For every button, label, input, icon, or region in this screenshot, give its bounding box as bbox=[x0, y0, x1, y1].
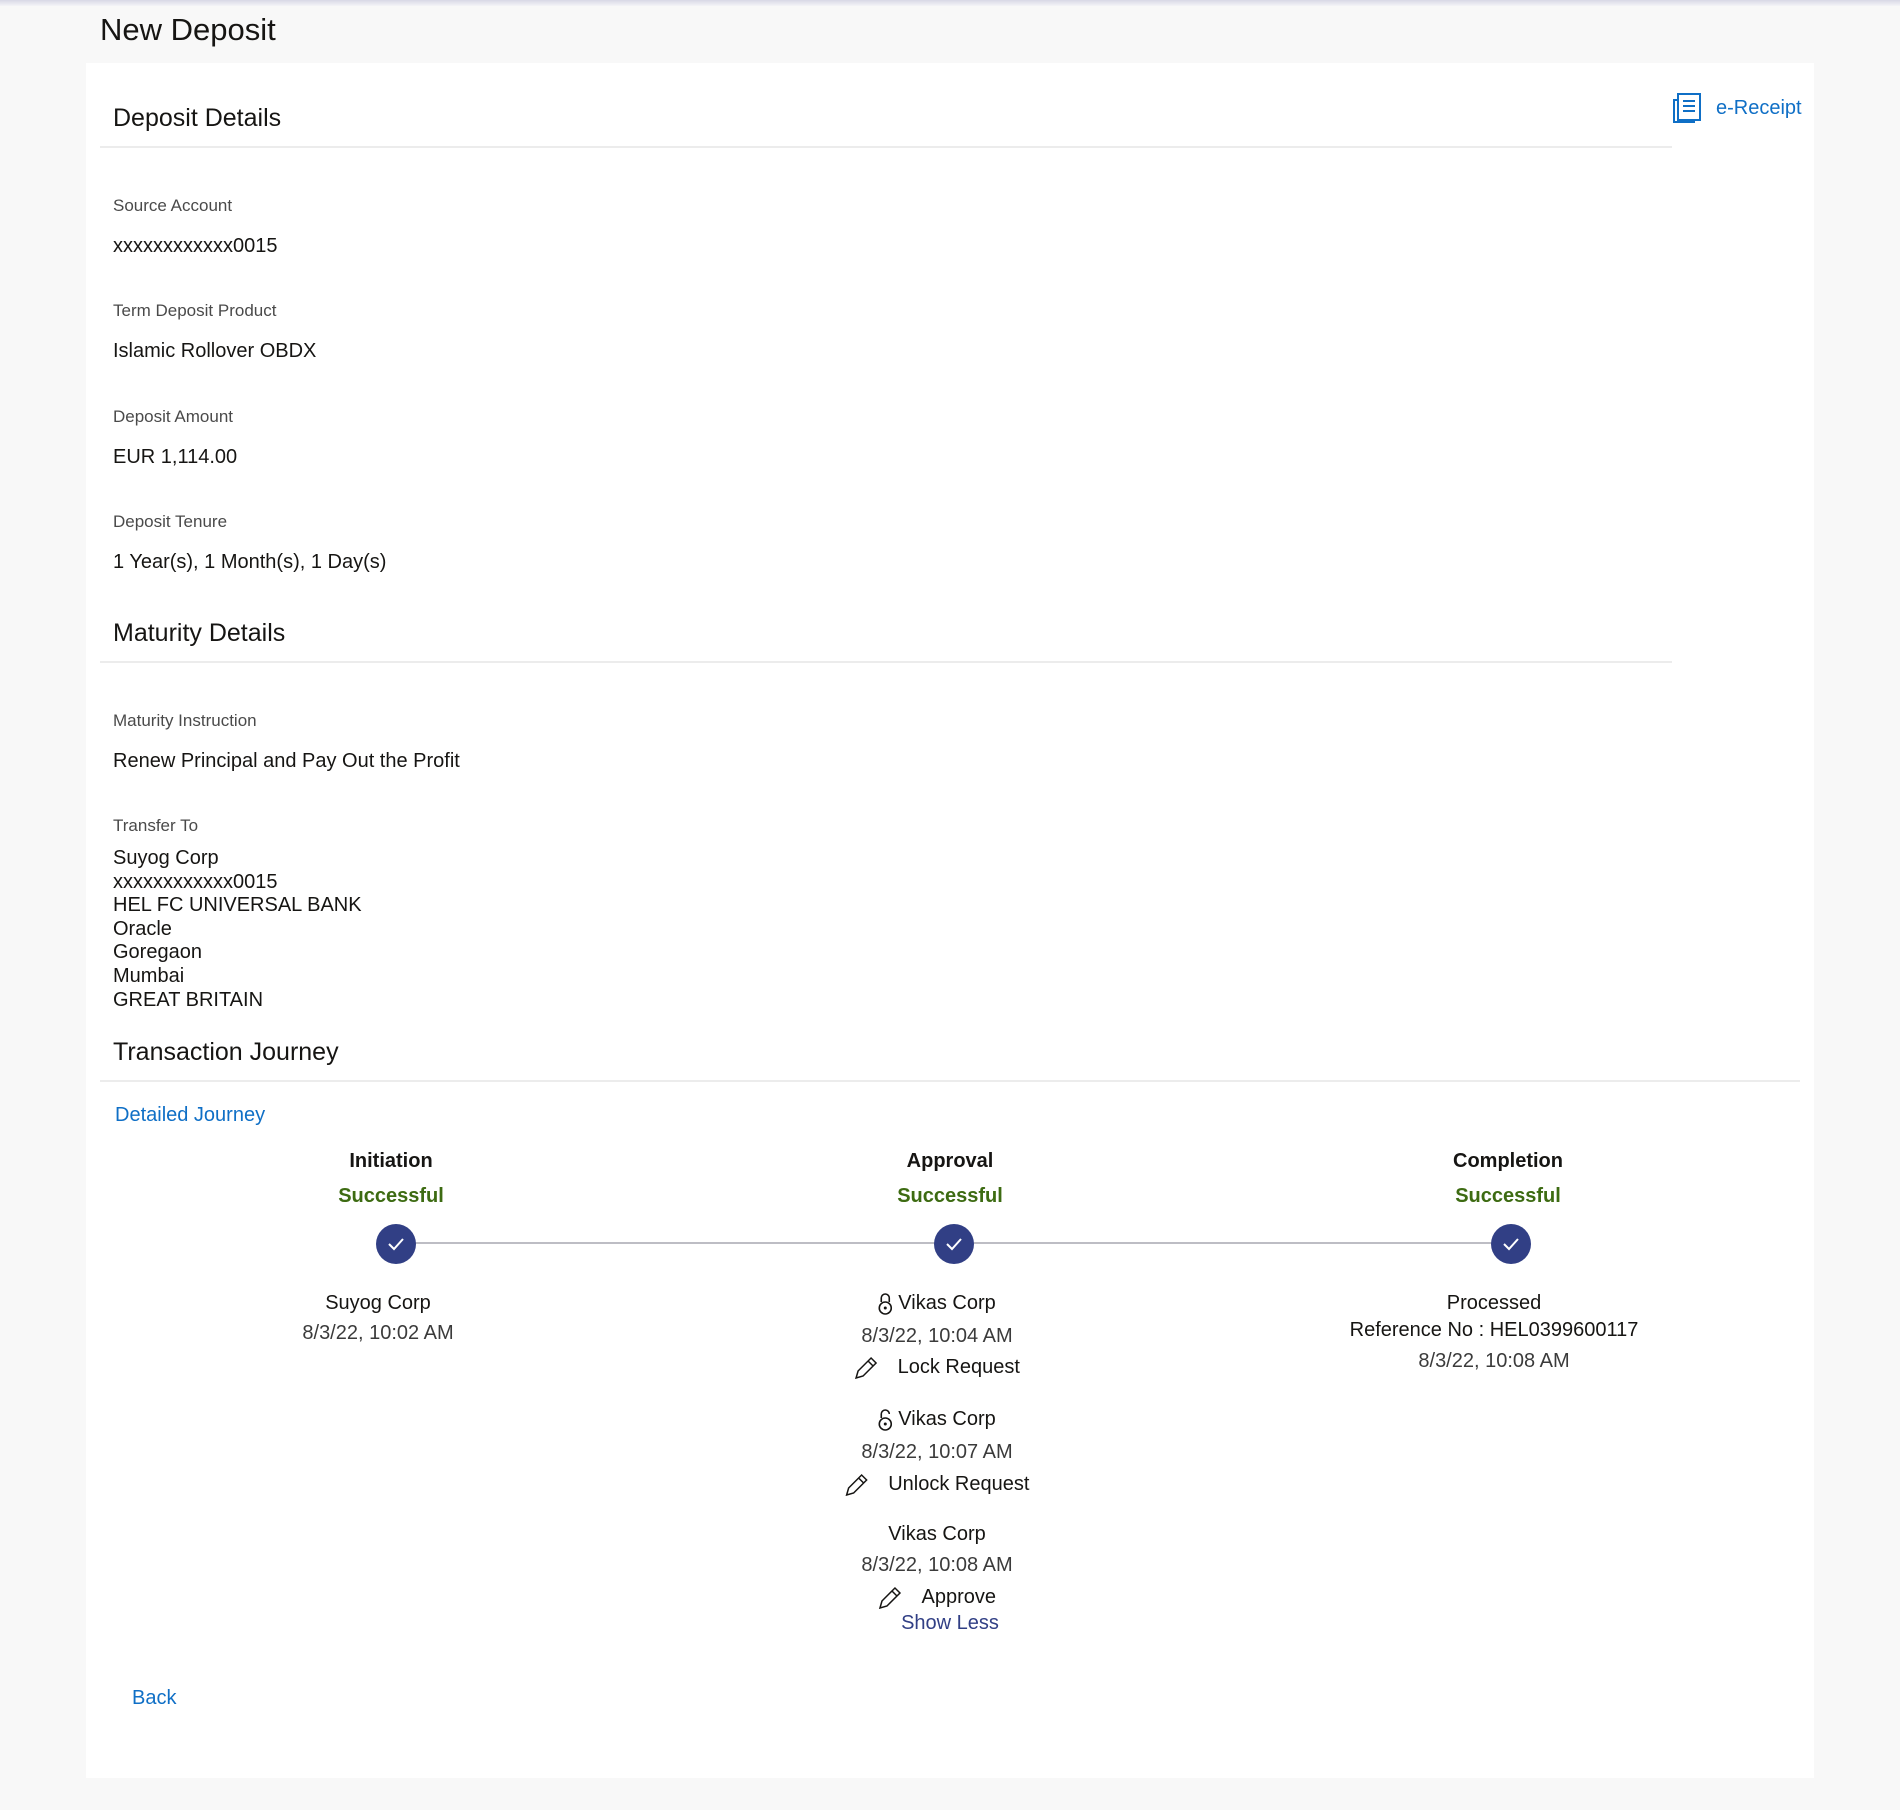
product-label: Term Deposit Product bbox=[113, 301, 277, 320]
transfer-line: Goregaon bbox=[113, 941, 202, 964]
completion-reference: Reference No : HEL0399600117 bbox=[1349, 1319, 1639, 1341]
approval-event-user: Vikas Corp bbox=[878, 1292, 996, 1315]
check-icon bbox=[1503, 1238, 1519, 1251]
transfer-line: Suyog Corp bbox=[113, 847, 219, 869]
approval-event-action: Approve bbox=[878, 1585, 996, 1609]
approval-event-action: Unlock Request bbox=[845, 1472, 1030, 1496]
action-label: Approve bbox=[921, 1585, 997, 1608]
approval-event-time: 8/3/22, 10:07 AM bbox=[861, 1441, 1013, 1463]
top-bar bbox=[0, 0, 1900, 6]
completion-time: 8/3/22, 10:08 AM bbox=[1418, 1350, 1570, 1372]
unlock-icon bbox=[878, 1408, 893, 1431]
step-approval-check bbox=[934, 1224, 974, 1264]
transfer-to-value: Suyog Corp xxxxxxxxxxxx0015 HEL FC UNIVE… bbox=[113, 847, 362, 1012]
step-completion-check bbox=[1491, 1224, 1531, 1264]
approval-event-user: Vikas Corp bbox=[878, 1408, 996, 1431]
tenure-label: Deposit Tenure bbox=[113, 512, 228, 531]
maturity-details-heading: Maturity Details bbox=[113, 619, 286, 647]
deposit-card bbox=[86, 63, 1814, 1778]
action-label: Unlock Request bbox=[888, 1472, 1030, 1495]
transaction-journey-heading: Transaction Journey bbox=[113, 1038, 339, 1066]
page-title: New Deposit bbox=[100, 12, 276, 47]
user-name: Vikas Corp bbox=[898, 1408, 996, 1430]
lock-icon bbox=[878, 1292, 893, 1315]
back-button[interactable]: Back bbox=[132, 1687, 177, 1709]
step-approval-title: Approval bbox=[906, 1150, 994, 1172]
step-initiation-title: Initiation bbox=[349, 1150, 433, 1172]
completion-result: Processed bbox=[1446, 1292, 1542, 1314]
amount-value: EUR 1,114.00 bbox=[113, 446, 238, 468]
step-initiation-status: Successful bbox=[338, 1185, 444, 1207]
pencil-icon bbox=[878, 1586, 902, 1609]
transfer-line: xxxxxxxxxxxx0015 bbox=[113, 870, 278, 893]
product-value: Islamic Rollover OBDX bbox=[113, 340, 317, 362]
initiation-time: 8/3/22, 10:02 AM bbox=[302, 1322, 454, 1344]
maturity-instruction-value: Renew Principal and Pay Out the Profit bbox=[113, 750, 460, 772]
transfer-line: Mumbai bbox=[113, 964, 185, 987]
detailed-journey-link[interactable]: Detailed Journey bbox=[115, 1104, 266, 1126]
approval-event-time: 8/3/22, 10:04 AM bbox=[861, 1325, 1013, 1347]
pencil-icon bbox=[845, 1473, 868, 1496]
approval-event-action: Lock Request bbox=[854, 1355, 1020, 1379]
approval-event-user: Vikas Corp bbox=[888, 1523, 986, 1545]
action-label: Lock Request bbox=[897, 1355, 1020, 1378]
maturity-instruction-label: Maturity Instruction bbox=[113, 711, 257, 730]
check-icon bbox=[946, 1238, 962, 1251]
initiation-user: Suyog Corp bbox=[325, 1292, 431, 1314]
source-account-value: xxxxxxxxxxxx0015 bbox=[113, 235, 278, 257]
receipt-icon bbox=[1673, 93, 1701, 123]
approval-event-time: 8/3/22, 10:08 AM bbox=[861, 1554, 1013, 1576]
divider bbox=[100, 146, 1672, 148]
show-less-link[interactable]: Show Less bbox=[901, 1612, 999, 1634]
pencil-icon bbox=[855, 1356, 878, 1379]
transfer-line: HEL FC UNIVERSAL BANK bbox=[113, 894, 362, 917]
divider bbox=[100, 661, 1672, 663]
step-initiation-check bbox=[376, 1224, 416, 1264]
deposit-details-heading: Deposit Details bbox=[113, 104, 282, 132]
user-name: Vikas Corp bbox=[898, 1292, 996, 1314]
step-completion-status: Successful bbox=[1455, 1185, 1561, 1207]
divider bbox=[100, 1080, 1800, 1082]
e-receipt-label: e-Receipt bbox=[1716, 96, 1802, 119]
source-account-label: Source Account bbox=[113, 196, 233, 215]
step-completion-title: Completion bbox=[1453, 1150, 1563, 1172]
transfer-line: GREAT BRITAIN bbox=[113, 988, 264, 1011]
amount-label: Deposit Amount bbox=[113, 407, 234, 426]
check-icon bbox=[388, 1238, 404, 1251]
step-approval-status: Successful bbox=[897, 1185, 1003, 1207]
transfer-line: Oracle bbox=[113, 917, 172, 940]
transfer-to-label: Transfer To bbox=[113, 816, 199, 835]
e-receipt-link[interactable]: e-Receipt bbox=[1672, 92, 1802, 124]
tenure-value: 1 Year(s), 1 Month(s), 1 Day(s) bbox=[113, 551, 387, 573]
